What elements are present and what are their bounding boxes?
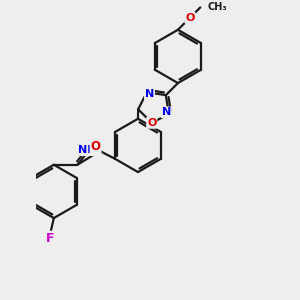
Text: N: N [145,89,154,99]
Text: CH₃: CH₃ [207,2,227,12]
Text: O: O [147,118,156,128]
Text: O: O [185,13,195,23]
Text: NH: NH [78,145,96,155]
Text: O: O [91,140,100,153]
Text: F: F [46,232,55,245]
Text: N: N [162,107,171,117]
